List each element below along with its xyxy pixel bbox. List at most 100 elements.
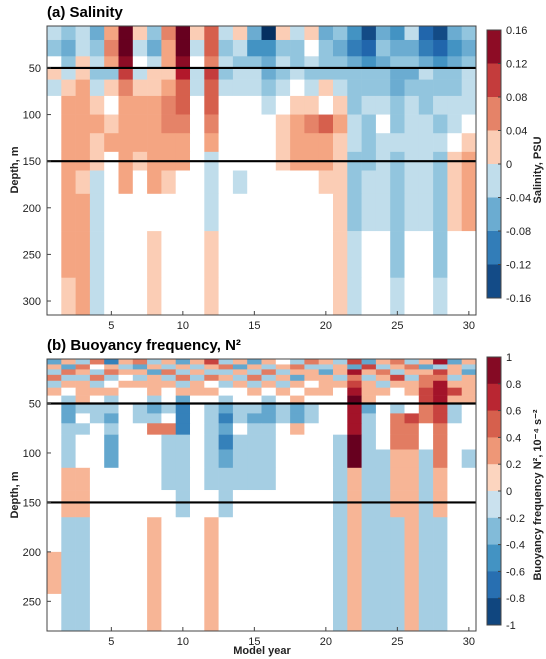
buoyancy-cell	[333, 374, 348, 382]
buoyancy-cell	[247, 434, 262, 450]
buoyancy-colorbar-segment	[487, 571, 501, 599]
salinity-cell	[75, 170, 91, 195]
salinity-cell	[404, 133, 420, 153]
buoyancy-cell	[347, 395, 362, 405]
buoyancy-cell	[404, 387, 420, 396]
salinity-cell	[361, 114, 377, 134]
salinity-cell	[361, 133, 377, 153]
salinity-cell	[261, 277, 277, 316]
buoyancy-cell	[204, 423, 219, 435]
salinity-cell	[318, 26, 334, 41]
buoyancy-cell	[132, 434, 148, 450]
salinity-cell	[433, 170, 448, 195]
buoyancy-cell	[132, 423, 148, 435]
salinity-colorbar-segment	[487, 264, 501, 299]
salinity-cell	[447, 95, 462, 115]
salinity-cell	[218, 170, 234, 195]
salinity-cell	[132, 95, 148, 115]
buoyancy-cell	[175, 380, 191, 388]
salinity-cell	[104, 170, 119, 195]
buoyancy-cell	[404, 467, 420, 491]
buoyancy-cell	[190, 467, 205, 491]
salinity-cell	[218, 133, 234, 153]
buoyancy-cell	[104, 517, 119, 553]
salinity-cell	[347, 170, 362, 195]
salinity-cell	[461, 133, 477, 153]
buoyancy-cell	[275, 551, 291, 595]
buoyancy-cell	[75, 490, 91, 518]
buoyancy-colorbar-segment	[487, 357, 501, 385]
salinity-cell	[147, 193, 162, 232]
buoyancy-cell	[147, 359, 162, 365]
salinity-cell	[318, 114, 334, 134]
buoyancy-cell	[204, 395, 219, 405]
salinity-cell	[275, 114, 291, 134]
buoyancy-cell	[404, 404, 420, 414]
buoyancy-cell	[275, 387, 291, 396]
salinity-cell	[304, 39, 319, 57]
salinity-cell	[304, 56, 319, 69]
salinity-cell	[290, 170, 305, 195]
buoyancy-cell	[247, 404, 262, 414]
buoyancy-cell	[89, 467, 105, 491]
buoyancy-cell	[404, 490, 420, 518]
buoyancy-cell	[318, 490, 334, 518]
salinity-cell	[333, 114, 348, 134]
salinity-cell	[261, 26, 277, 41]
buoyancy-cell	[118, 490, 134, 518]
buoyancy-cell	[447, 359, 462, 365]
salinity-cell	[190, 114, 205, 134]
buoyancy-cell	[190, 359, 205, 365]
salinity-cell	[175, 56, 191, 69]
buoyancy-cell	[218, 395, 234, 405]
buoyancy-y-tick-label: 50	[29, 399, 41, 411]
salinity-cell	[218, 67, 234, 80]
salinity-cell	[333, 67, 348, 80]
buoyancy-cell	[418, 434, 434, 450]
buoyancy-cell	[318, 434, 334, 450]
buoyancy-cell	[47, 413, 62, 424]
buoyancy-cell	[333, 364, 348, 370]
salinity-colorbar-tick-label: -0.08	[506, 226, 531, 238]
buoyancy-cell	[290, 413, 305, 424]
buoyancy-cell	[333, 467, 348, 491]
salinity-cell	[361, 67, 377, 80]
buoyancy-cell	[375, 364, 391, 370]
salinity-cell	[361, 231, 377, 279]
salinity-cell	[275, 170, 291, 195]
buoyancy-cell	[75, 359, 91, 365]
salinity-cell	[290, 56, 305, 69]
salinity-title: (a) Salinity	[47, 4, 124, 21]
buoyancy-cell	[232, 387, 248, 396]
buoyancy-cell	[132, 413, 148, 424]
salinity-cell	[275, 56, 291, 69]
buoyancy-cell	[304, 369, 319, 376]
salinity-cell	[333, 39, 348, 57]
buoyancy-cell	[132, 374, 148, 382]
salinity-cell	[190, 39, 205, 57]
buoyancy-cell	[190, 364, 205, 370]
buoyancy-cell	[190, 413, 205, 424]
buoyancy-cell	[75, 404, 91, 414]
buoyancy-cell	[232, 380, 248, 388]
buoyancy-cell	[390, 434, 405, 450]
buoyancy-cell	[104, 369, 119, 376]
buoyancy-cell	[247, 467, 262, 491]
salinity-cell	[104, 114, 119, 134]
salinity-cell	[461, 79, 477, 97]
salinity-cell	[390, 193, 405, 232]
salinity-x-tick-label: 25	[391, 320, 403, 332]
buoyancy-cell	[447, 423, 462, 435]
salinity-colorbar-segment	[487, 231, 501, 265]
buoyancy-cell	[232, 423, 248, 435]
buoyancy-cell	[433, 490, 448, 518]
salinity-cell	[318, 170, 334, 195]
salinity-y-tick-label: 300	[23, 296, 41, 308]
buoyancy-cell	[232, 359, 248, 365]
buoyancy-colorbar-tick-label: -0.8	[506, 593, 525, 605]
buoyancy-cell	[333, 434, 348, 450]
buoyancy-cell	[161, 387, 176, 396]
buoyancy-cell	[290, 380, 305, 388]
buoyancy-cell	[404, 517, 420, 553]
salinity-cell	[318, 231, 334, 279]
